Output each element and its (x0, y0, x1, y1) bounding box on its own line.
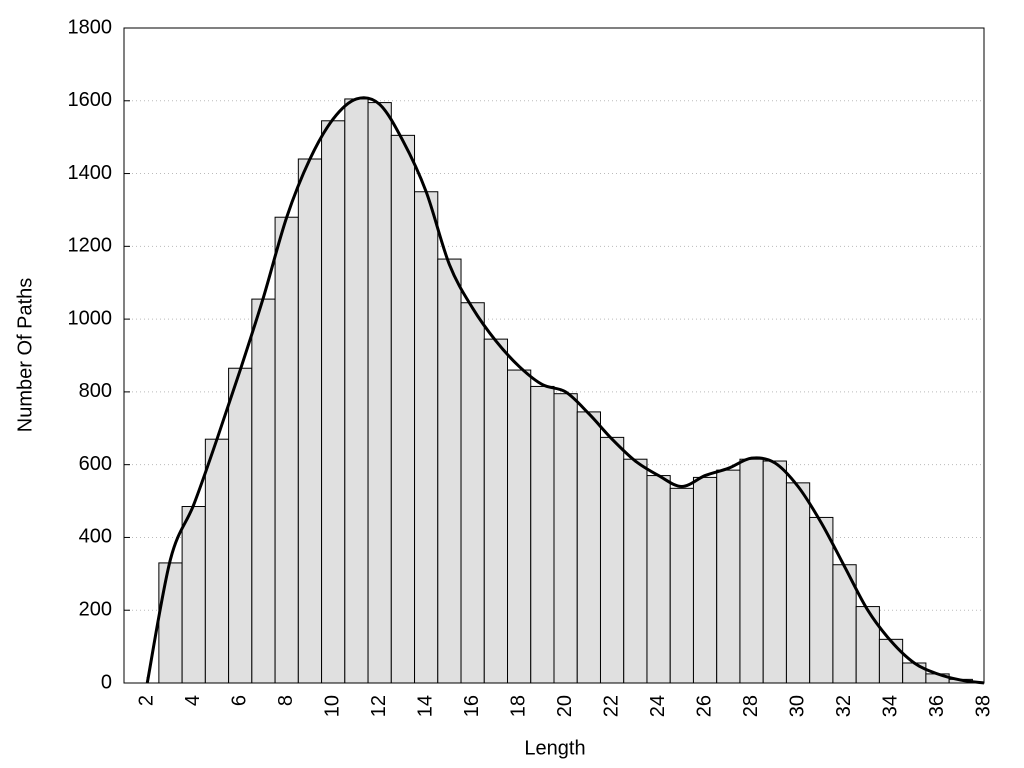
bar (878, 638, 904, 684)
bar (739, 458, 764, 684)
bar (483, 338, 509, 684)
y-tick-label: 1800 (68, 16, 113, 38)
bar (437, 258, 462, 684)
bar (576, 411, 601, 684)
bar (553, 393, 578, 684)
bar (902, 662, 927, 684)
y-tick-label: 1600 (68, 89, 113, 111)
y-tick-label: 600 (79, 453, 112, 475)
bar (692, 476, 718, 684)
x-tick-label: 26 (693, 695, 715, 717)
y-tick-label: 1200 (68, 235, 113, 257)
x-tick-label: 38 (972, 695, 994, 717)
bar (204, 438, 230, 684)
y-axis-label: Number Of Paths (14, 278, 36, 433)
bar (599, 436, 625, 684)
y-tick-label: 1000 (68, 307, 113, 329)
x-tick-label: 28 (740, 695, 762, 717)
bar (181, 506, 206, 684)
x-tick-label: 8 (275, 695, 297, 706)
x-tick-label: 24 (647, 695, 669, 717)
bar (274, 216, 299, 684)
x-tick-label: 6 (228, 695, 250, 706)
x-tick-label: 30 (786, 695, 808, 717)
y-tick-label: 200 (79, 599, 112, 621)
x-axis-label: Length (524, 737, 585, 759)
bar (414, 191, 439, 684)
bar (390, 134, 416, 684)
bar (530, 385, 555, 684)
bar (251, 298, 276, 684)
bar (321, 120, 346, 684)
bar (297, 158, 323, 684)
x-tick-label: 12 (368, 695, 390, 717)
x-tick-label: 16 (461, 695, 483, 717)
y-tick-label: 0 (101, 671, 112, 693)
y-tick-label: 1400 (68, 162, 113, 184)
x-tick-label: 10 (321, 695, 343, 717)
bar (507, 369, 532, 684)
x-tick-label: 36 (926, 695, 948, 717)
x-tick-label: 20 (554, 695, 576, 717)
x-tick-label: 34 (879, 695, 901, 717)
bar (344, 98, 369, 684)
bar (646, 475, 671, 684)
plot-frame (123, 27, 985, 684)
x-tick-label: 4 (182, 695, 204, 706)
bar (809, 516, 834, 684)
x-tick-label: 14 (414, 695, 436, 717)
bar (623, 458, 648, 684)
y-tick-label: 400 (79, 526, 112, 548)
x-tick-label: 32 (833, 695, 855, 717)
trend-line (145, 96, 985, 685)
bar (460, 302, 485, 684)
bar (367, 102, 392, 684)
x-tick-label: 22 (600, 695, 622, 717)
x-tick-label: 18 (507, 695, 529, 717)
bar (785, 482, 811, 684)
x-tick-label: 2 (136, 695, 158, 706)
bar (716, 469, 741, 684)
bar (158, 562, 183, 684)
bar (855, 606, 880, 684)
bar (228, 367, 253, 684)
bar (762, 460, 787, 684)
y-tick-label: 800 (79, 380, 112, 402)
bar (669, 487, 694, 684)
